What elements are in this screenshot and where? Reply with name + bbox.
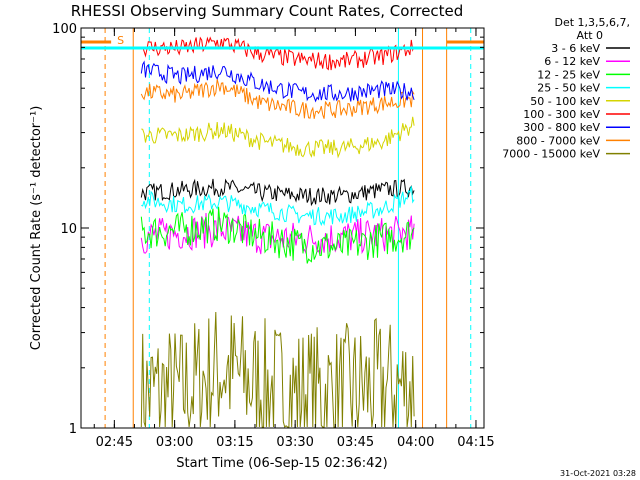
- x-tick-label-3: 03:30: [276, 435, 313, 450]
- y-tick-label-1: 10: [60, 222, 77, 237]
- flag-layer: S: [81, 34, 484, 50]
- series-line-2: [140, 206, 415, 264]
- vertical-markers: [80, 28, 472, 428]
- x-tick-label-0: 02:45: [96, 435, 133, 450]
- legend-label-2: 12 - 25 keV: [537, 68, 600, 81]
- x-tick-label-4: 03:45: [337, 435, 374, 450]
- y-axis: 1 10 100: [52, 22, 484, 437]
- y-axis-label: Corrected Count Rate (s⁻¹ detector⁻¹): [29, 106, 44, 351]
- legend-label-1: 6 - 12 keV: [544, 55, 600, 68]
- legend-header-detectors: Det 1,3,5,6,7,: [554, 16, 630, 29]
- series-line-5: [141, 36, 415, 71]
- series-line-7: [140, 79, 415, 119]
- series-line-8: [140, 311, 415, 428]
- series-line-0: [140, 178, 415, 207]
- y-tick-label-2: 100: [52, 22, 77, 37]
- series-layer: [140, 36, 415, 428]
- legend-label-8: 7000 - 15000 keV: [502, 148, 600, 161]
- legend-header-attenuator: Att 0: [577, 29, 603, 42]
- x-tick-label-2: 03:15: [216, 435, 253, 450]
- legend-label-7: 800 - 7000 keV: [516, 134, 600, 147]
- flag-label: S: [117, 34, 124, 47]
- series-line-3: [141, 186, 415, 227]
- chart-title: RHESSI Observing Summary Count Rates, Co…: [71, 2, 464, 20]
- x-tick-label-6: 04:15: [457, 435, 494, 450]
- legend-label-0: 3 - 6 keV: [551, 42, 600, 55]
- x-axis-label: Start Time (06-Sep-15 02:36:42): [176, 456, 387, 471]
- x-axis: 02:45 03:00 03:15 03:30 03:45 04:00 04:15: [93, 28, 495, 450]
- x-tick-label-5: 04:00: [397, 435, 434, 450]
- legend-label-3: 25 - 50 keV: [537, 82, 600, 95]
- series-line-4: [141, 116, 415, 159]
- y-tick-label-0: 1: [69, 422, 77, 437]
- series-line-6: [140, 60, 415, 103]
- legend-label-5: 100 - 300 keV: [523, 108, 600, 121]
- legend-label-4: 50 - 100 keV: [530, 95, 600, 108]
- legend-label-6: 300 - 800 keV: [523, 121, 600, 134]
- footer-timestamp: 31-Oct-2021 03:28: [560, 469, 636, 478]
- x-tick-label-1: 03:00: [156, 435, 193, 450]
